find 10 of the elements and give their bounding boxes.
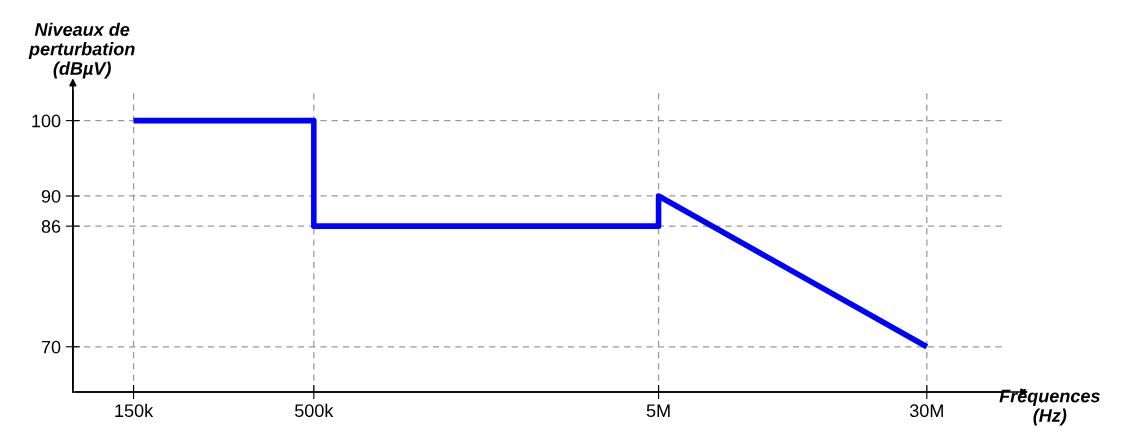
y-tick-label: 100	[32, 114, 61, 128]
y-tick-label: 86	[41, 220, 61, 233]
y-axis-title: Niveaux de perturbation (dBµV)	[28, 22, 135, 79]
x-tick-label: 500k	[294, 403, 334, 418]
y-tick-label: 70	[41, 340, 61, 354]
x-tick-label: 30M	[909, 404, 943, 418]
x-tick-label: 150k	[115, 403, 154, 418]
x-tick-label: 5M	[646, 404, 670, 418]
x-axis-title: Fréquences (Hz)	[999, 388, 1100, 426]
y-tick-label: 90	[41, 189, 61, 203]
